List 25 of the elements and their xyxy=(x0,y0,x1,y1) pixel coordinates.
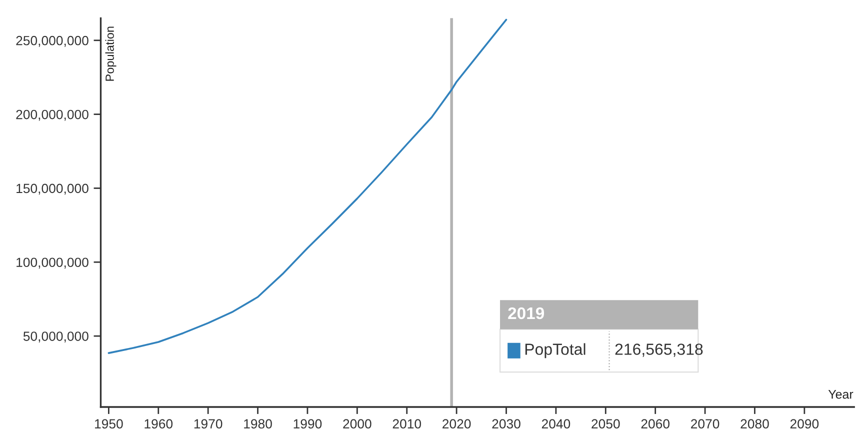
legend-label: PopTotal xyxy=(525,343,586,358)
x-tick-label: 1980 xyxy=(244,419,272,429)
annotation: 2019 xyxy=(508,307,544,320)
y-tick-label: 250,000,000 xyxy=(16,36,88,47)
x-tick-label: 1970 xyxy=(194,419,222,429)
y-tick-label: 50,000,000 xyxy=(23,332,88,343)
x-tick-label: 2070 xyxy=(691,419,720,429)
x-tick-label: 1950 xyxy=(95,419,123,429)
x-tick-label: 2060 xyxy=(641,419,670,429)
x-tick-label: 2090 xyxy=(790,419,819,429)
y-axis-title: Population xyxy=(105,26,116,81)
x-tick-label: 2030 xyxy=(492,419,520,429)
annotation: 216,565,318 xyxy=(615,344,703,357)
y-tick-label: 100,000,000 xyxy=(16,258,88,269)
y-tick-label: 150,000,000 xyxy=(16,184,88,195)
x-axis-title: Year xyxy=(828,390,854,399)
x-tick-label: 1960 xyxy=(144,419,173,429)
y-tick-label: 200,000,000 xyxy=(16,110,88,121)
x-tick-label: 2010 xyxy=(392,419,422,429)
x-tick-label: 2020 xyxy=(442,419,471,429)
x-tick-label: 2040 xyxy=(542,419,570,429)
x-tick-label: 1990 xyxy=(294,419,322,429)
x-tick-label: 2000 xyxy=(343,419,372,429)
x-tick-label: 2080 xyxy=(740,419,769,429)
x-tick-label: 2050 xyxy=(592,419,620,429)
